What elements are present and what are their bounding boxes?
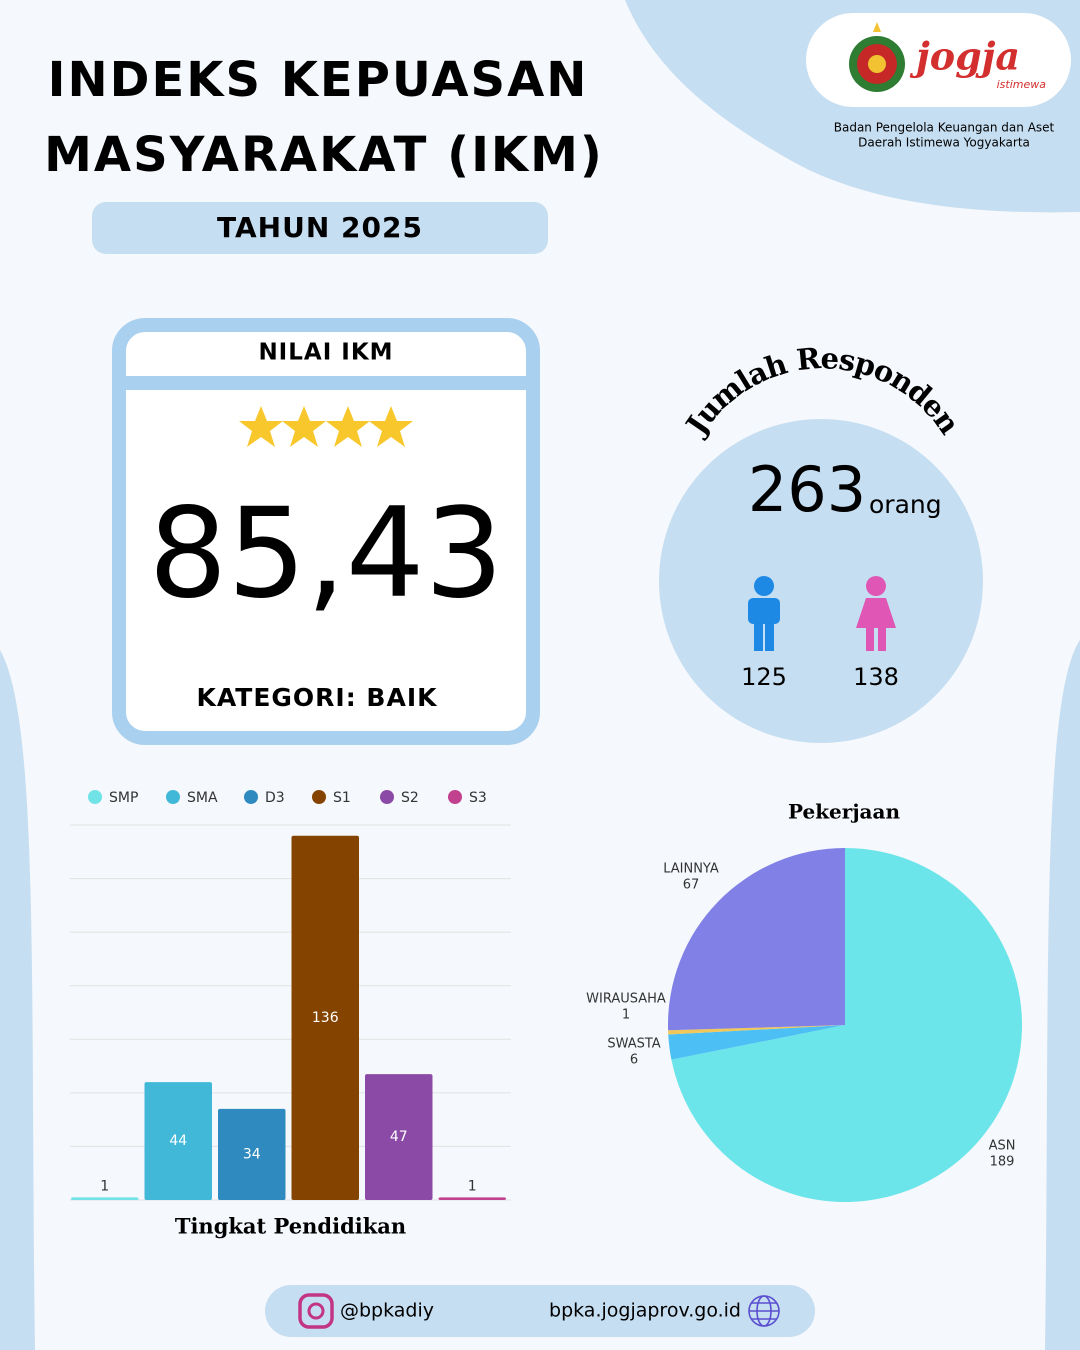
legend-label: S1: [333, 790, 351, 806]
slice-label: SWASTA: [607, 1037, 660, 1052]
female-count: 138: [853, 663, 899, 691]
bar: [144, 1082, 212, 1200]
instagram[interactable]: @bpkadiy: [340, 1300, 434, 1322]
female-icon: [856, 576, 896, 651]
legend-label: SMP: [109, 790, 138, 806]
value-label: 136: [312, 1010, 339, 1026]
pie-slice: [668, 1025, 845, 1035]
footer-pill: [265, 1285, 815, 1337]
year: TAHUN 2025: [217, 211, 423, 244]
bar: [365, 1074, 433, 1200]
chart-title: Pekerjaan: [788, 800, 901, 824]
globe-icon: [748, 1295, 780, 1327]
star: [239, 406, 283, 447]
icon-part: [754, 576, 774, 596]
pie-slice: [668, 1025, 845, 1060]
emblem: [873, 22, 881, 32]
legend-swatch: [166, 790, 180, 804]
male-icon: [748, 576, 780, 651]
value-label: 44: [169, 1133, 187, 1149]
year-pill: [92, 202, 548, 254]
star: [326, 406, 370, 447]
icon-part: [878, 626, 886, 651]
bar: [438, 1197, 506, 1200]
ikm-category: KATEGORI: BAIK: [196, 683, 438, 712]
slice-value: 67: [683, 878, 700, 893]
instagram-icon: [307, 1302, 325, 1320]
agency: Daerah Istimewa Yogyakarta: [858, 136, 1030, 150]
value-label: 47: [390, 1129, 408, 1145]
slice-value: 1: [622, 1008, 630, 1023]
chart-title: Tingkat Pendidikan: [175, 1214, 406, 1239]
male-count: 125: [741, 663, 787, 691]
bg-shape: [0, 650, 35, 1350]
legend-label: SMA: [187, 790, 218, 806]
legend-swatch: [244, 790, 258, 804]
legend-label: S2: [401, 790, 419, 806]
bar: [71, 1197, 139, 1200]
ikm-heading: NILAI IKM: [258, 340, 393, 366]
star: [282, 406, 326, 447]
pie-slice: [671, 848, 1023, 1202]
legend-swatch: [448, 790, 462, 804]
title-line: INDEKS KEPUASAN: [48, 52, 589, 108]
icon-part: [866, 626, 874, 651]
slice-value: 189: [990, 1155, 1015, 1170]
slice-value: 6: [630, 1053, 638, 1068]
bar: [218, 1108, 286, 1200]
agency: Badan Pengelola Keuangan dan Aset: [834, 121, 1055, 135]
legend-label: S3: [469, 790, 487, 806]
emblem: [868, 55, 886, 73]
website[interactable]: bpka.jogjaprov.go.id: [549, 1300, 741, 1322]
slice-label: ASN: [989, 1139, 1016, 1154]
charts: SMP SMA D3 S1 S2 S3 1 44 34 136 47 1 Tingkat Pendidi…: [70, 790, 1023, 1239]
instagram-icon: [298, 1293, 334, 1329]
legend-label: D3: [265, 790, 285, 806]
slice-label: WIRAUSAHA: [586, 992, 666, 1007]
legend-swatch: [88, 790, 102, 804]
icon-part: [754, 618, 763, 651]
icon-part: [765, 618, 774, 651]
stars: [239, 406, 413, 447]
ikm-score: 85,43: [149, 482, 504, 626]
icon-part: [866, 576, 886, 596]
logo-text: jogja: [909, 34, 1020, 79]
slice-label: LAINNYA: [663, 862, 719, 877]
bar: [291, 835, 359, 1200]
respondent-unit: orang: [869, 490, 942, 519]
respondent-circle: [659, 419, 983, 743]
bg-shape: [1045, 640, 1080, 1350]
legend-swatch: [380, 790, 394, 804]
title-line: MASYARAKAT (IKM): [44, 127, 604, 183]
star: [369, 406, 413, 447]
value-label: 1: [468, 1178, 477, 1194]
value-label: 34: [243, 1146, 261, 1162]
legend-swatch: [312, 790, 326, 804]
respondent-total: 263: [748, 453, 866, 526]
ikm-box: [112, 318, 540, 745]
logo-subtext: istimewa: [997, 78, 1047, 91]
pie-slice: [668, 848, 845, 1031]
value-label: 1: [100, 1178, 109, 1194]
icon-part: [856, 598, 896, 628]
icon-part: [748, 598, 780, 624]
